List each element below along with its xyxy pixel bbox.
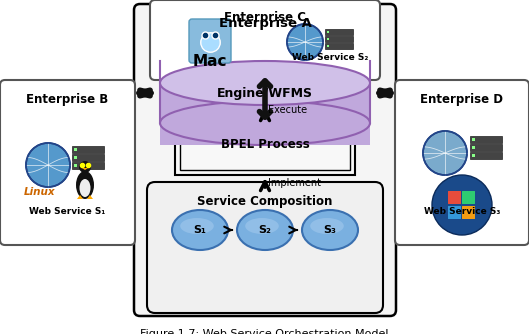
Bar bbox=[327, 38, 329, 40]
Text: Service Composition: Service Composition bbox=[197, 195, 333, 208]
Ellipse shape bbox=[160, 61, 370, 105]
FancyBboxPatch shape bbox=[150, 0, 380, 80]
FancyBboxPatch shape bbox=[462, 191, 475, 204]
Bar bbox=[470, 152, 502, 159]
Circle shape bbox=[432, 175, 492, 235]
FancyBboxPatch shape bbox=[462, 191, 475, 204]
FancyBboxPatch shape bbox=[147, 182, 383, 313]
Text: Enterprise B: Enterprise B bbox=[26, 93, 108, 106]
Bar bbox=[180, 120, 350, 170]
Ellipse shape bbox=[26, 143, 70, 187]
Bar bbox=[472, 146, 475, 149]
FancyBboxPatch shape bbox=[448, 206, 461, 219]
Ellipse shape bbox=[245, 218, 279, 234]
Text: BPEL Process: BPEL Process bbox=[221, 139, 309, 152]
Bar bbox=[74, 156, 77, 159]
Bar bbox=[325, 29, 353, 35]
Text: Web Service S₃: Web Service S₃ bbox=[424, 207, 500, 216]
Polygon shape bbox=[77, 195, 83, 199]
Ellipse shape bbox=[237, 210, 293, 250]
FancyBboxPatch shape bbox=[395, 80, 529, 245]
Bar bbox=[327, 45, 329, 47]
Text: Linux: Linux bbox=[24, 187, 56, 197]
Bar bbox=[470, 136, 502, 143]
FancyBboxPatch shape bbox=[189, 19, 231, 63]
Bar bbox=[175, 115, 355, 175]
Ellipse shape bbox=[79, 179, 90, 197]
Bar bbox=[325, 36, 353, 42]
Text: Mac: Mac bbox=[193, 54, 227, 69]
Text: S₂: S₂ bbox=[259, 225, 271, 235]
Text: Execute: Execute bbox=[268, 105, 307, 115]
Bar bbox=[470, 144, 502, 151]
Ellipse shape bbox=[310, 218, 344, 234]
Bar bbox=[74, 164, 77, 167]
Bar bbox=[472, 154, 475, 157]
Text: Engine/WFMS: Engine/WFMS bbox=[217, 88, 313, 101]
Text: Enterprise D: Enterprise D bbox=[421, 93, 504, 106]
Ellipse shape bbox=[180, 218, 214, 234]
Bar bbox=[74, 148, 77, 151]
FancyBboxPatch shape bbox=[0, 80, 135, 245]
Polygon shape bbox=[82, 168, 88, 170]
Ellipse shape bbox=[172, 210, 228, 250]
Bar bbox=[472, 138, 475, 141]
Bar bbox=[325, 43, 353, 49]
FancyBboxPatch shape bbox=[462, 206, 475, 219]
Bar bbox=[72, 162, 104, 169]
FancyBboxPatch shape bbox=[448, 191, 461, 204]
Bar bbox=[72, 154, 104, 161]
Text: Enterprise A: Enterprise A bbox=[218, 17, 312, 30]
FancyBboxPatch shape bbox=[448, 191, 461, 204]
FancyBboxPatch shape bbox=[448, 206, 461, 219]
Text: Enterprise C: Enterprise C bbox=[224, 10, 306, 23]
FancyBboxPatch shape bbox=[462, 206, 475, 219]
Text: Figure 1.7: Web Service Orchestration Model: Figure 1.7: Web Service Orchestration Mo… bbox=[140, 329, 389, 334]
Bar bbox=[72, 146, 104, 153]
Ellipse shape bbox=[423, 131, 467, 175]
Bar bbox=[327, 31, 329, 33]
FancyBboxPatch shape bbox=[134, 4, 396, 316]
Polygon shape bbox=[87, 195, 93, 199]
Ellipse shape bbox=[160, 101, 370, 145]
Text: Implement: Implement bbox=[268, 177, 321, 187]
Text: S₁: S₁ bbox=[194, 225, 206, 235]
Ellipse shape bbox=[287, 24, 323, 60]
Ellipse shape bbox=[79, 161, 91, 173]
Ellipse shape bbox=[76, 171, 94, 199]
Bar bbox=[160, 83, 370, 145]
Text: Web Service S₂: Web Service S₂ bbox=[292, 52, 368, 61]
Text: S₃: S₃ bbox=[324, 225, 336, 235]
Text: Web Service S₁: Web Service S₁ bbox=[30, 207, 106, 216]
Ellipse shape bbox=[302, 210, 358, 250]
